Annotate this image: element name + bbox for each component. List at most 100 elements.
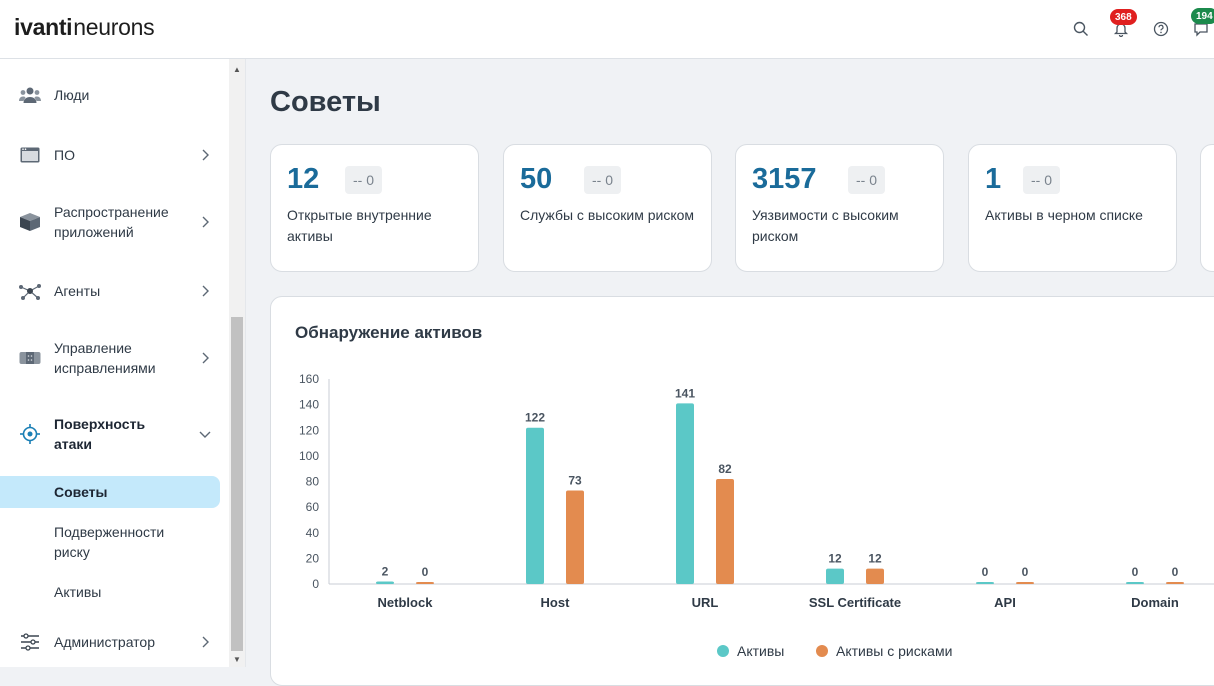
- stat-label: Активы в черном списке: [985, 207, 1143, 223]
- y-tick-label: 160: [299, 372, 319, 386]
- stat-value: 1: [985, 163, 1002, 195]
- legend-label: Активы с рисками: [836, 643, 953, 659]
- scroll-up-arrow[interactable]: ▲: [233, 64, 241, 74]
- stat-card-blacklisted-assets[interactable]: 1 -- 0 Активы в черном списке: [968, 144, 1177, 272]
- bar-data-label: 2: [382, 564, 389, 578]
- sidebar-subitem-label: Подверженности риску: [54, 524, 165, 560]
- y-tick-label: 60: [306, 500, 320, 514]
- messages-icon[interactable]: [1190, 18, 1212, 40]
- sidebar-item-admin[interactable]: Администратор: [0, 620, 228, 664]
- x-tick-label: Host: [541, 595, 571, 610]
- sidebar-item-label: Администратор: [54, 634, 156, 650]
- stat-value: 12: [287, 163, 320, 195]
- sidebar-item-label: Управление исправлениями: [54, 340, 156, 376]
- bar-data-label: 73: [568, 473, 582, 487]
- sidebar-item-software[interactable]: ПО: [0, 133, 228, 177]
- sidebar-scroll-thumb[interactable]: [231, 317, 243, 651]
- bar-ssl-certificate-1: [866, 568, 884, 584]
- x-tick-label: Domain: [1131, 595, 1179, 610]
- notifications-badge: 368: [1110, 9, 1137, 25]
- bar-ssl-certificate-0: [826, 568, 844, 584]
- bar-domain-1: [1166, 582, 1184, 584]
- sidebar-subitem-assets[interactable]: Активы: [0, 577, 220, 607]
- top-bar: ivantineurons 368 194: [0, 0, 1214, 59]
- bar-host-1: [566, 490, 584, 584]
- legend-swatch: [717, 645, 729, 657]
- bar-data-label: 12: [828, 552, 842, 566]
- chevron-right-icon: [202, 352, 209, 364]
- x-tick-label: URL: [692, 595, 719, 610]
- stat-card-open-internal-assets[interactable]: 12 -- 0 Открытые внутренние активы: [270, 144, 479, 272]
- x-tick-label: API: [994, 595, 1016, 610]
- chevron-right-icon: [202, 216, 209, 228]
- bar-data-label: 141: [675, 386, 695, 400]
- bar-data-label: 12: [868, 552, 882, 566]
- sliders-icon: [18, 630, 42, 654]
- stat-value: 3157: [752, 163, 817, 195]
- stat-card-high-risk-vulnerabilities[interactable]: 3157 -- 0 Уязвимости с высоким риском: [735, 144, 944, 272]
- sidebar-subitem-label: Активы: [54, 584, 102, 600]
- sidebar-subitem-advice[interactable]: Советы: [0, 476, 220, 508]
- stat-delta: -- 0: [584, 166, 621, 194]
- chevron-down-icon: [199, 431, 211, 438]
- stat-card-partial[interactable]: [1200, 144, 1214, 272]
- patch-icon: [18, 346, 42, 370]
- y-tick-label: 20: [306, 551, 320, 565]
- sidebar-item-label: ПО: [54, 147, 75, 163]
- y-tick-label: 40: [306, 526, 320, 540]
- stat-delta: -- 0: [1023, 166, 1060, 194]
- stat-label: Открытые внутренние активы: [287, 207, 432, 244]
- sidebar-subitem-exposures[interactable]: Подверженности риску: [0, 517, 220, 567]
- chevron-right-icon: [202, 636, 209, 648]
- bar-data-label: 0: [982, 565, 989, 579]
- legend-item-risky-assets[interactable]: Активы с рисками: [816, 643, 952, 659]
- sidebar-item-attack-surface[interactable]: Поверхность атаки: [0, 407, 228, 461]
- sidebar-item-label: Поверхность атаки: [54, 416, 146, 452]
- network-icon: [18, 279, 42, 303]
- bar-domain-0: [1126, 582, 1144, 584]
- sidebar-item-app-distribution[interactable]: Распространение приложений: [0, 195, 228, 249]
- stat-label: Уязвимости с высоким риском: [752, 207, 899, 244]
- stat-delta: -- 0: [345, 166, 382, 194]
- bar-url-0: [676, 403, 694, 584]
- y-tick-label: 0: [312, 577, 319, 591]
- package-icon: [18, 210, 42, 234]
- sidebar-item-label: Агенты: [54, 283, 101, 299]
- x-tick-label: SSL Certificate: [809, 595, 901, 610]
- sidebar: ▲ ▼ Люди ПО Распространение приложений А…: [0, 59, 246, 667]
- scroll-down-arrow[interactable]: ▼: [233, 654, 241, 664]
- messages-badge: 194: [1191, 8, 1214, 24]
- chart-title: Обнаружение активов: [295, 323, 483, 342]
- chevron-right-icon: [202, 285, 209, 297]
- legend-item-assets[interactable]: Активы: [717, 643, 784, 659]
- page-title: Советы: [270, 86, 381, 118]
- sidebar-item-patch-management[interactable]: Управление исправлениями: [0, 331, 228, 385]
- sidebar-item-agents[interactable]: Агенты: [0, 269, 228, 313]
- bar-data-label: 82: [718, 462, 732, 476]
- bar-api-1: [1016, 582, 1034, 584]
- chevron-right-icon: [202, 149, 209, 161]
- sidebar-item-people[interactable]: Люди: [0, 73, 228, 117]
- bar-data-label: 0: [422, 565, 429, 579]
- bar-api-0: [976, 582, 994, 584]
- asset-discovery-chart-card: Обнаружение активов 0 20 40 60 80 100 120 140 16…: [270, 296, 1214, 686]
- bar-netblock-0: [376, 581, 394, 584]
- bar-data-label: 122: [525, 411, 545, 425]
- stat-value: 50: [520, 163, 553, 195]
- people-icon: [18, 83, 42, 107]
- x-tick-label: Netblock: [378, 595, 434, 610]
- bar-data-label: 0: [1172, 565, 1179, 579]
- bar-data-label: 0: [1132, 565, 1139, 579]
- y-tick-label: 140: [299, 398, 319, 412]
- search-icon[interactable]: [1070, 18, 1092, 40]
- window-icon: [18, 143, 42, 167]
- stat-delta: -- 0: [848, 166, 885, 194]
- help-icon[interactable]: [1150, 18, 1172, 40]
- stat-card-high-risk-services[interactable]: 50 -- 0 Службы с высоким риском: [503, 144, 712, 272]
- bar-netblock-1: [416, 582, 434, 584]
- legend-label: Активы: [737, 643, 785, 659]
- ivanti-neurons-logo[interactable]: ivantineurons: [14, 14, 155, 40]
- sidebar-subitem-label: Советы: [54, 484, 108, 500]
- stat-label: Службы с высоким риском: [520, 207, 695, 223]
